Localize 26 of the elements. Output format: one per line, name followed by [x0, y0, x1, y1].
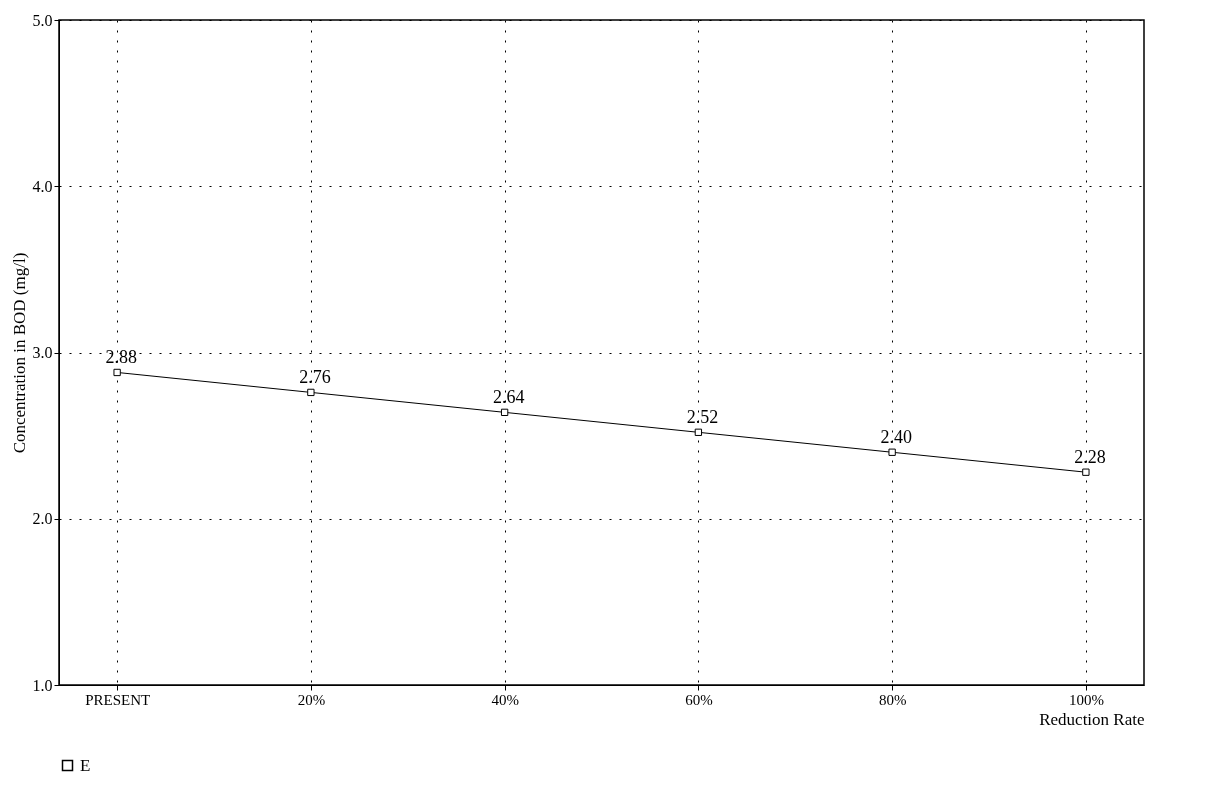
point: [694, 428, 703, 436]
y-tick-label: 5.0: [32, 11, 53, 29]
data-label: 2.88: [105, 347, 137, 368]
point: [888, 448, 896, 456]
y-axis-title: Concentration in BOD (mg/l): [9, 252, 29, 454]
point: [500, 408, 509, 417]
x-tick-label: 60%: [685, 691, 713, 708]
x-tick-label: 40%: [491, 691, 519, 708]
x-tick-label: 80%: [878, 691, 907, 708]
y-tick-label: 4.0: [32, 177, 53, 195]
point: [1082, 468, 1090, 476]
x-tick-label: 20%: [297, 691, 326, 708]
y-tick-label: 2.0: [32, 510, 53, 528]
data-label: 2.40: [880, 427, 912, 448]
data-label: 2.64: [492, 387, 525, 408]
x-axis-title: Reduction Rate: [1039, 709, 1145, 729]
point: [307, 388, 315, 397]
y-tick-label: 1.0: [32, 676, 53, 694]
data-label: 2.28: [1074, 447, 1106, 468]
x-tick-label: 100%: [1068, 691, 1104, 708]
legend-label: E: [80, 755, 91, 775]
y-tick-label: 3.0: [32, 344, 53, 361]
data-label: 2.52: [686, 407, 719, 428]
point: [113, 368, 121, 377]
x-tick-label: PRESENT: [85, 691, 151, 708]
data-label: 2.76: [299, 367, 331, 388]
